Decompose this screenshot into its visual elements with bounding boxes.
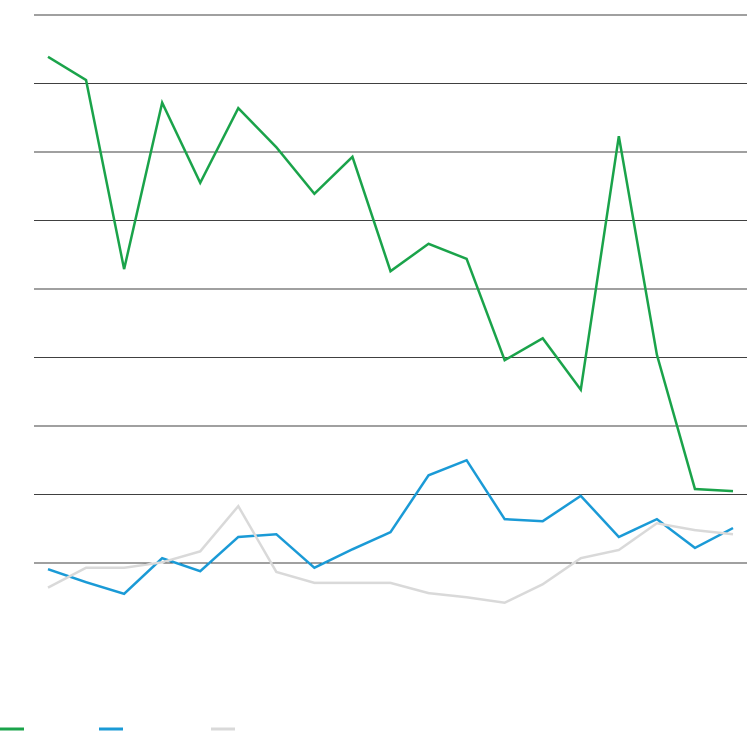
series-line [47, 503, 734, 605]
series-line [47, 55, 734, 493]
series-line [47, 458, 734, 596]
